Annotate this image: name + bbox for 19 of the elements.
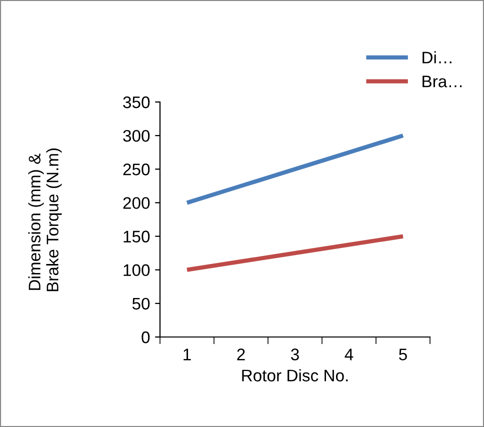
- x-tick-label: 1: [184, 348, 191, 360]
- y-tick-label: 200: [123, 197, 150, 209]
- y-tick-label: 150: [124, 230, 150, 242]
- y-tick-label: 300: [123, 130, 150, 142]
- y-axis-title: Dimension (mm) & Brake Torque (N.m): [28, 148, 62, 292]
- x-tick-label: 5: [399, 348, 407, 360]
- y-tick-label: 50: [132, 298, 150, 310]
- x-tick-label: 2: [237, 348, 245, 360]
- line-series: [184, 133, 406, 205]
- x-axis-title: Rotor Disc No.: [242, 369, 348, 382]
- legend-label: Bra…: [422, 76, 462, 88]
- y-tick-label: 0: [142, 331, 150, 344]
- line-series: [184, 234, 406, 272]
- y-tick-label: 350: [123, 96, 150, 108]
- x-tick-label: 3: [291, 348, 299, 360]
- x-tick-label: 4: [344, 348, 354, 360]
- y-tick-label: 100: [124, 264, 150, 276]
- y-tick-label: 250: [123, 164, 150, 176]
- legend-label: Di…: [422, 51, 452, 64]
